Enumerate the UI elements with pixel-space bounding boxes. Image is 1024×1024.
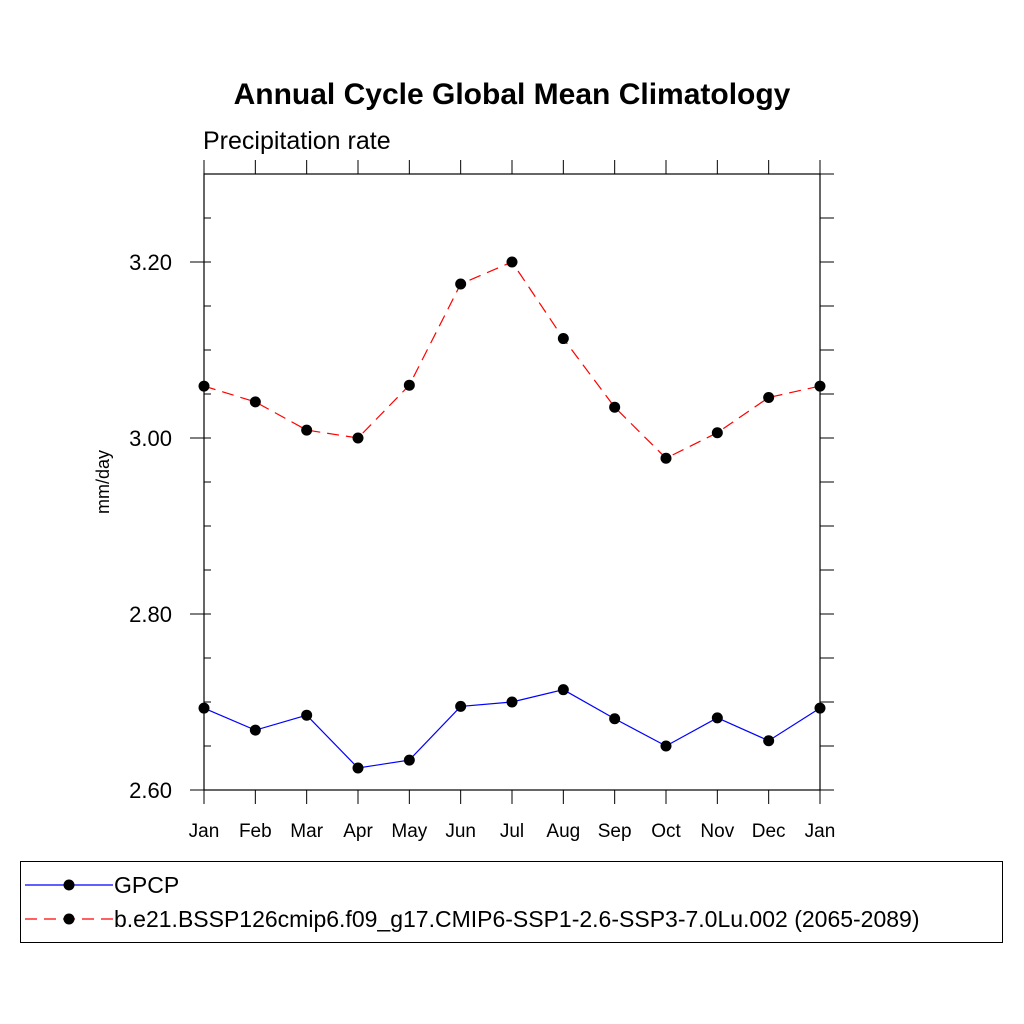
data-point-series-1 <box>557 333 569 345</box>
x-tick-label: Jan <box>805 821 836 842</box>
x-tick-label: Nov <box>700 821 734 842</box>
x-tick-label: Apr <box>343 821 373 842</box>
data-point-series-1 <box>660 452 672 464</box>
data-point-series-0 <box>506 696 518 708</box>
data-point-series-0 <box>814 702 826 714</box>
chart-subtitle: Precipitation rate <box>203 127 391 155</box>
data-point-series-0 <box>609 713 621 725</box>
legend-item-model: b.e21.BSSP126cmip6.f09_g17.CMIP6-SSP1-2.… <box>21 904 1002 934</box>
data-point-series-1 <box>403 379 415 391</box>
legend-swatch-model <box>25 913 113 925</box>
data-point-series-1 <box>711 427 723 439</box>
x-tick-label: Aug <box>546 821 580 842</box>
y-tick-label: 2.80 <box>129 602 172 627</box>
legend-label-gpcp: GPCP <box>114 872 180 898</box>
data-point-series-1 <box>506 256 518 268</box>
data-point-series-1 <box>763 392 775 404</box>
legend-swatch-gpcp <box>25 879 113 891</box>
data-point-series-0 <box>557 684 569 696</box>
data-point-series-1 <box>455 278 467 290</box>
data-point-series-0 <box>301 709 313 721</box>
data-point-series-0 <box>455 700 467 712</box>
chart: Annual Cycle Global Mean Climatology Pre… <box>93 78 835 842</box>
data-point-series-0 <box>660 740 672 752</box>
data-point-series-1 <box>609 401 621 413</box>
data-point-series-1 <box>249 396 261 408</box>
x-tick-label: Jan <box>189 821 220 842</box>
data-point-series-0 <box>249 724 261 736</box>
x-tick-label: Mar <box>290 821 323 842</box>
series-layer <box>198 256 826 774</box>
x-tick-label: Dec <box>752 821 786 842</box>
x-tick-label: Oct <box>651 821 681 842</box>
series-line-1 <box>203 261 821 459</box>
y-tick-label: 3.20 <box>129 250 172 275</box>
x-tick-label: Sep <box>598 821 632 842</box>
y-tick-label: 3.00 <box>129 426 172 451</box>
x-tick-label: Jun <box>445 821 476 842</box>
chart-title: Annual Cycle Global Mean Climatology <box>234 78 791 111</box>
axes-layer: Jan Feb Mar Apr May Jun Jul Aug Sep Oct Nov Dec Jan 2… <box>129 160 835 842</box>
data-point-series-0 <box>711 712 723 724</box>
x-tick-label: Jul <box>500 821 524 842</box>
data-point-series-1 <box>814 380 826 392</box>
legend-item-gpcp: GPCP <box>21 870 1002 900</box>
legend-label-model: b.e21.BSSP126cmip6.f09_g17.CMIP6-SSP1-2.… <box>114 906 920 932</box>
data-point-series-0 <box>763 735 775 747</box>
y-tick-label: 2.60 <box>129 778 172 803</box>
data-point-series-0 <box>198 702 210 714</box>
data-point-series-0 <box>352 762 364 774</box>
x-tick-label: May <box>391 821 427 842</box>
legend: GPCP b.e21.BSSP126cmip6.f09_g17.CMIP6-SS… <box>20 861 1003 943</box>
data-point-series-1 <box>198 380 210 392</box>
x-tick-label: Feb <box>239 821 272 842</box>
data-point-series-1 <box>301 424 313 436</box>
data-point-series-1 <box>352 432 364 444</box>
y-axis-label: mm/day <box>93 450 113 514</box>
data-point-series-0 <box>403 754 415 766</box>
